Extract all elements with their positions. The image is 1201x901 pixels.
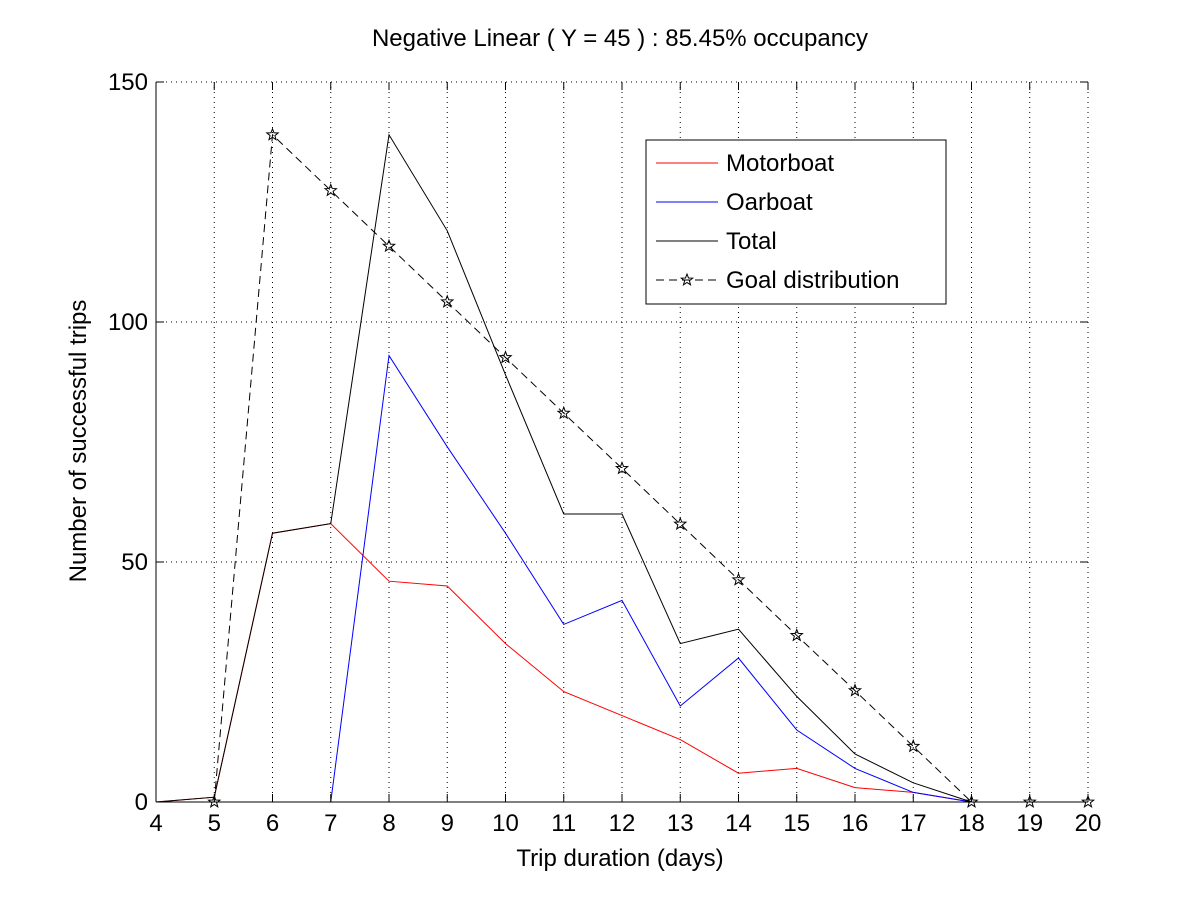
data-point-goal-distribution [789,628,804,642]
legend-label-oarboat: Oarboat [726,189,813,216]
series-group [155,127,1096,809]
x-tick-label: 11 [551,810,576,837]
tick-labels: 4 5 6 7 8 9 10 11 12 13 14 15 16 17 18 19 20 0 50 100 150 [108,69,1101,837]
x-tick-label: 12 [609,810,636,837]
y-tick-label: 50 [121,549,148,576]
y-tick-label: 0 [135,789,148,816]
data-point-goal-distribution [556,405,571,420]
x-tick-label: 16 [842,810,869,837]
axes [155,81,1089,803]
legend-marker-goal-distribution [679,272,695,287]
y-tick-label: 150 [108,69,148,96]
legend: Motorboat Oarboat Total Goal distribution [645,139,947,305]
x-tick-label: 14 [725,810,752,837]
data-point-goal-distribution [498,350,513,364]
legend-box [645,139,947,305]
data-point-goal-distribution [323,183,338,197]
y-axis-label: Number of successful trips [65,300,92,583]
series-line-total [155,133,972,803]
data-point-goal-distribution [265,127,280,141]
x-tick-label: 9 [441,810,454,837]
data-point-goal-distribution [906,738,921,753]
data-point-goal-distribution [614,460,630,475]
x-tick-label: 5 [208,810,221,837]
x-tick-label: 15 [783,810,810,837]
x-tick-label: 10 [492,810,519,837]
data-point-goal-distribution [440,294,455,308]
chart-title: Negative Linear ( Y = 45 ) : 85.45% occu… [372,25,868,52]
x-tick-label: 4 [149,810,162,837]
legend-label-total: Total [726,228,777,255]
legend-label-motorboat: Motorboat [726,150,834,177]
x-tick-label: 8 [382,810,395,837]
data-point-goal-distribution [1022,794,1037,809]
x-tick-label: 19 [1016,810,1043,837]
legend-label-goal-distribution: Goal distribution [726,267,899,294]
y-tick-label: 100 [108,309,148,336]
x-tick-label: 17 [900,810,927,837]
x-tick-label: 18 [958,810,985,837]
data-point-goal-distribution [847,683,863,697]
x-tick-label: 13 [667,810,694,837]
data-point-goal-distribution [381,238,397,253]
data-point-goal-distribution [1080,794,1096,809]
x-tick-label: 6 [266,810,279,837]
x-axis-label: Trip duration (days) [516,845,723,872]
data-point-goal-distribution [207,794,222,809]
data-point-goal-distribution [964,794,979,809]
data-point-goal-distribution [731,572,746,586]
x-tick-label: 7 [324,810,337,837]
x-tick-label: 20 [1075,810,1102,837]
data-point-goal-distribution [673,516,688,531]
